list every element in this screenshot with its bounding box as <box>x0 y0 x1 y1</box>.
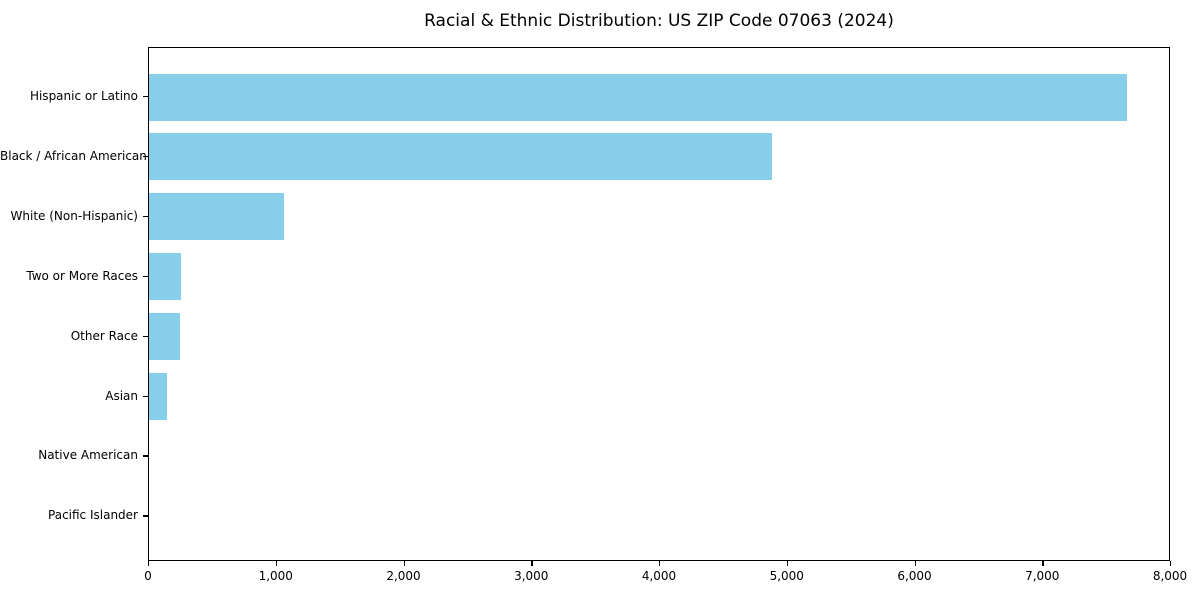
y-tick-label-hispanic-or-latino: Hispanic or Latino <box>29 89 138 103</box>
y-tick-label-white-non-hispanic: White (Non-Hispanic) <box>10 208 138 223</box>
plot-area <box>148 47 1170 561</box>
bar-white-non-hispanic <box>149 193 285 241</box>
bar-black-african-american <box>149 133 773 181</box>
y-tick-label-other-race: Other Race <box>70 328 138 343</box>
x-tick-label-1000: 1,000 <box>258 569 293 583</box>
x-tick-mark <box>148 561 150 566</box>
x-tick-mark <box>275 561 278 566</box>
y-tick-label-native-american: Native American <box>38 448 138 463</box>
x-tick-mark <box>403 561 405 566</box>
y-tick-mark <box>143 515 148 517</box>
x-tick-label-5000: 5,000 <box>769 569 804 583</box>
x-tick-mark <box>659 561 661 566</box>
y-tick-mark <box>143 335 148 337</box>
x-tick-mark <box>786 561 789 566</box>
x-tick-label-6000: 6,000 <box>897 569 932 583</box>
x-tick-label-2000: 2,000 <box>386 569 421 583</box>
bar-other-race <box>149 313 181 361</box>
y-tick-mark <box>143 155 148 158</box>
y-tick-mark <box>143 215 148 218</box>
x-tick-label-7000: 7,000 <box>1025 569 1060 583</box>
y-tick-label-pacific-islander: Pacific Islander <box>48 508 138 523</box>
y-tick-mark <box>143 395 148 397</box>
x-tick-mark <box>531 561 533 566</box>
bar-asian <box>149 373 167 420</box>
y-tick-label-asian: Asian <box>105 388 138 403</box>
x-tick-label-3000: 3,000 <box>514 569 549 583</box>
y-tick-label-two-or-more-races: Two or More Races <box>26 268 138 283</box>
y-tick-mark <box>143 96 148 98</box>
x-tick-label-8000: 8,000 <box>1152 569 1188 583</box>
x-tick-label-0: 0 <box>144 569 152 583</box>
bar-hispanic-or-latino <box>149 73 1127 121</box>
chart-title: Racial & Ethnic Distribution: US ZIP Cod… <box>424 11 894 31</box>
y-tick-mark <box>143 455 148 457</box>
bar-two-or-more-races <box>149 253 181 301</box>
x-tick-mark <box>1170 561 1172 566</box>
x-tick-mark <box>914 561 916 566</box>
x-tick-mark <box>1042 561 1044 566</box>
y-tick-label-black-african-american: Black / African American <box>0 148 147 163</box>
y-tick-mark <box>143 275 148 277</box>
x-tick-label-4000: 4,000 <box>641 569 677 583</box>
